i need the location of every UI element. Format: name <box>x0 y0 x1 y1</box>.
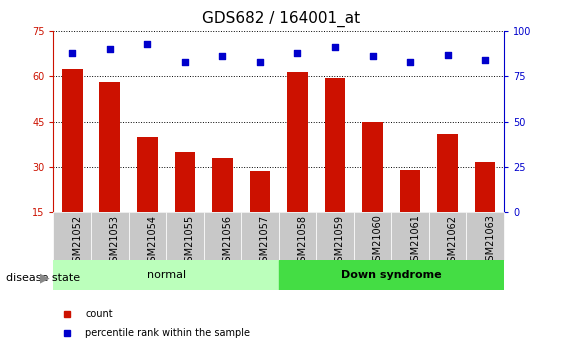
Text: GSM21063: GSM21063 <box>485 215 495 267</box>
Bar <box>362 122 383 212</box>
Point <box>481 57 490 63</box>
Bar <box>325 78 345 212</box>
Text: GSM21054: GSM21054 <box>148 215 157 268</box>
Text: GSM21057: GSM21057 <box>260 215 270 268</box>
Bar <box>475 162 495 212</box>
Bar <box>437 134 458 212</box>
Text: GSM21053: GSM21053 <box>110 215 120 268</box>
FancyBboxPatch shape <box>166 212 204 260</box>
Text: GSM21058: GSM21058 <box>297 215 307 268</box>
Text: normal: normal <box>146 270 186 280</box>
Text: GSM21056: GSM21056 <box>222 215 233 268</box>
Point <box>256 59 265 65</box>
FancyBboxPatch shape <box>91 212 128 260</box>
Point <box>180 59 189 65</box>
Bar <box>175 152 195 212</box>
FancyBboxPatch shape <box>241 212 279 260</box>
Bar <box>53 260 279 290</box>
Bar <box>62 69 83 212</box>
FancyBboxPatch shape <box>466 212 504 260</box>
Text: GSM21059: GSM21059 <box>335 215 345 268</box>
Point <box>293 50 302 56</box>
Text: GSM21061: GSM21061 <box>410 215 420 267</box>
Text: GSM21062: GSM21062 <box>448 215 458 268</box>
FancyBboxPatch shape <box>316 212 354 260</box>
Text: GDS682 / 164001_at: GDS682 / 164001_at <box>203 10 360 27</box>
Point <box>68 50 77 56</box>
Bar <box>100 82 120 212</box>
Bar <box>137 137 158 212</box>
Text: Down syndrome: Down syndrome <box>341 270 441 280</box>
FancyBboxPatch shape <box>53 212 91 260</box>
FancyBboxPatch shape <box>429 212 466 260</box>
Bar <box>212 158 233 212</box>
Text: GSM21060: GSM21060 <box>373 215 382 267</box>
Point <box>368 54 377 59</box>
Point <box>330 45 339 50</box>
Text: percentile rank within the sample: percentile rank within the sample <box>85 328 250 338</box>
Point <box>143 41 152 47</box>
Bar <box>400 170 421 212</box>
Text: disease state: disease state <box>6 273 80 283</box>
FancyBboxPatch shape <box>354 212 391 260</box>
Text: GSM21052: GSM21052 <box>72 215 82 268</box>
Point <box>405 59 414 65</box>
Text: GSM21055: GSM21055 <box>185 215 195 268</box>
FancyBboxPatch shape <box>279 212 316 260</box>
FancyBboxPatch shape <box>204 212 241 260</box>
Point <box>443 52 452 57</box>
FancyBboxPatch shape <box>391 212 429 260</box>
Text: ▶: ▶ <box>40 271 50 284</box>
Point <box>218 54 227 59</box>
Bar <box>287 72 308 212</box>
Text: count: count <box>85 309 113 318</box>
Bar <box>249 171 270 212</box>
FancyBboxPatch shape <box>128 212 166 260</box>
Bar <box>279 260 504 290</box>
Point <box>105 47 114 52</box>
